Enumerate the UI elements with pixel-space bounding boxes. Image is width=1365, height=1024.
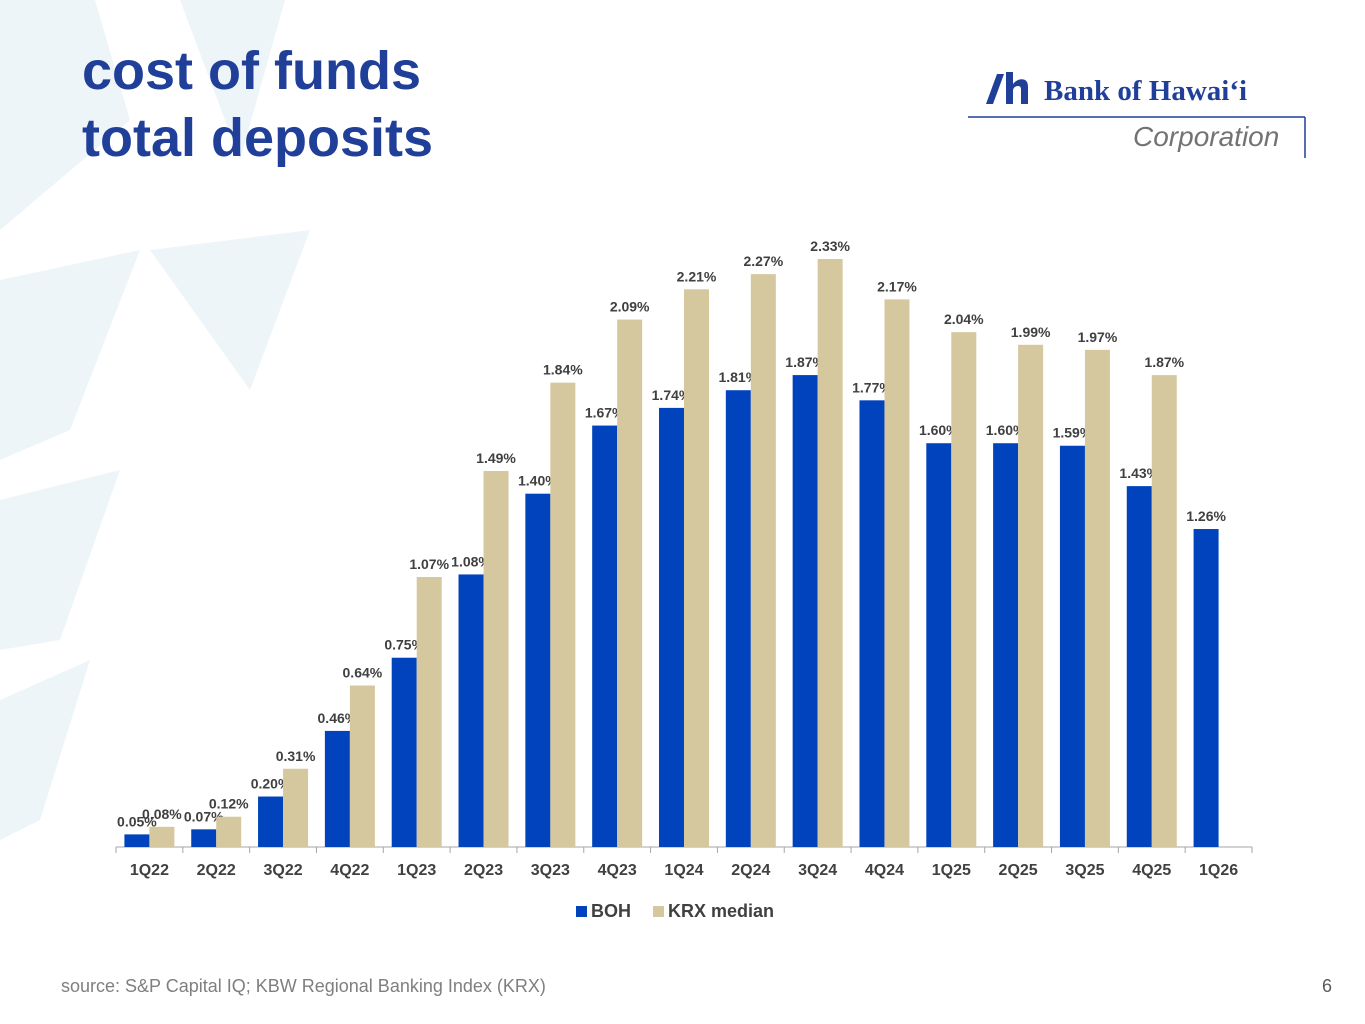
data-label-krx-median: 2.33% xyxy=(810,238,850,254)
data-label-krx-median: 1.07% xyxy=(409,556,449,572)
bar-boh xyxy=(859,400,885,847)
bar-krx-median xyxy=(684,289,709,847)
data-label-boh: 1.81% xyxy=(718,369,758,385)
data-label-boh: 1.43% xyxy=(1119,465,1159,481)
bar-boh xyxy=(1193,529,1219,847)
x-tick-label: 4Q24 xyxy=(865,862,904,879)
data-label-krx-median: 2.09% xyxy=(610,299,650,315)
bar-krx-median xyxy=(349,685,375,847)
legend-swatch-krx-median xyxy=(653,906,664,917)
bar-krx-median xyxy=(750,274,776,848)
source-note: source: S&P Capital IQ; KBW Regional Ban… xyxy=(61,976,546,996)
logo-corporation: Corporation xyxy=(1133,121,1280,152)
data-label-krx-median: 1.49% xyxy=(476,450,516,466)
bar-krx-median xyxy=(617,319,643,847)
data-label-boh: 1.40% xyxy=(518,473,558,489)
data-label-krx-median: 0.08% xyxy=(142,806,182,822)
page-number: 6 xyxy=(1321,976,1332,996)
bar-krx-median xyxy=(149,826,175,847)
bar-boh xyxy=(391,657,417,847)
data-label-krx-median: 2.27% xyxy=(743,253,783,269)
data-label-krx-median: 1.84% xyxy=(543,362,583,378)
data-label-boh: 0.20% xyxy=(251,776,291,792)
data-label-krx-median: 0.12% xyxy=(209,796,249,812)
x-tick-label: 1Q25 xyxy=(932,862,971,879)
bar-krx-median xyxy=(1018,344,1044,847)
data-label-krx-median: 1.87% xyxy=(1144,354,1184,370)
slide-title: cost of funds total deposits xyxy=(82,38,433,172)
legend-swatch-boh xyxy=(576,906,587,917)
data-label-boh: 0.75% xyxy=(384,637,424,653)
logo-bank-name: Bank of Hawaiʻi xyxy=(1044,75,1248,107)
legend-label-krx-median: KRX median xyxy=(668,901,774,921)
data-label-boh: 1.87% xyxy=(785,354,825,370)
bar-krx-median xyxy=(1084,349,1110,847)
x-tick-label: 3Q25 xyxy=(1065,862,1104,879)
legend-label-boh: BOH xyxy=(591,901,631,921)
x-tick-label: 3Q23 xyxy=(531,862,570,879)
data-label-boh: 1.59% xyxy=(1053,425,1093,441)
x-tick-label: 1Q26 xyxy=(1199,862,1238,879)
bar-boh xyxy=(458,574,484,847)
bar-boh xyxy=(659,407,684,847)
data-label-boh: 1.60% xyxy=(986,422,1026,438)
bar-boh xyxy=(124,834,150,847)
x-tick-label: 2Q23 xyxy=(464,862,503,879)
bar-krx-median xyxy=(416,576,442,847)
data-label-krx-median: 2.21% xyxy=(677,268,717,284)
data-label-boh: 1.77% xyxy=(852,379,892,395)
bar-krx-median xyxy=(483,470,509,847)
bar-boh xyxy=(525,493,551,847)
bar-krx-median xyxy=(951,332,977,847)
data-label-krx-median: 1.99% xyxy=(1011,324,1051,340)
bank-logo xyxy=(968,72,1306,158)
bar-krx-median xyxy=(1151,375,1177,847)
data-label-krx-median: 0.31% xyxy=(276,748,316,764)
bar-krx-median xyxy=(817,259,843,847)
data-label-boh: 0.07% xyxy=(184,808,224,824)
bar-boh xyxy=(1126,486,1152,847)
data-label-boh: 0.05% xyxy=(117,813,157,829)
data-label-krx-median: 2.04% xyxy=(944,311,984,327)
data-label-krx-median: 0.64% xyxy=(343,664,383,680)
x-tick-label: 2Q22 xyxy=(197,862,236,879)
x-tick-label: 4Q25 xyxy=(1132,862,1171,879)
title-line-1: cost of funds xyxy=(82,41,421,101)
x-tick-label: 2Q25 xyxy=(999,862,1038,879)
bar-boh xyxy=(926,443,952,847)
bar-boh xyxy=(191,829,217,847)
data-label-boh: 1.74% xyxy=(652,387,692,403)
bar-boh xyxy=(1059,445,1085,847)
data-label-boh: 1.67% xyxy=(585,405,625,421)
bar-boh xyxy=(792,375,818,847)
x-tick-label: 3Q24 xyxy=(798,862,837,879)
bar-krx-median xyxy=(550,382,576,847)
title-line-2: total deposits xyxy=(82,108,434,168)
bar-boh xyxy=(592,425,618,847)
bar-boh xyxy=(725,390,751,847)
bar-boh xyxy=(324,730,350,847)
bar-boh xyxy=(258,796,284,847)
data-label-krx-median: 2.17% xyxy=(877,278,917,294)
bank-logo-mark-icon xyxy=(986,72,1028,104)
data-label-boh: 1.08% xyxy=(451,553,491,569)
data-label-boh: 1.60% xyxy=(919,422,959,438)
x-tick-label: 4Q23 xyxy=(598,862,637,879)
bar-krx-median xyxy=(216,816,242,847)
x-tick-label: 4Q22 xyxy=(330,862,369,879)
x-tick-label: 1Q22 xyxy=(130,862,169,879)
x-tick-label: 2Q24 xyxy=(731,862,770,879)
data-label-krx-median: 1.97% xyxy=(1078,329,1118,345)
bar-boh xyxy=(993,443,1019,847)
x-tick-label: 3Q22 xyxy=(263,862,302,879)
x-tick-label: 1Q23 xyxy=(397,862,436,879)
x-tick-label: 1Q24 xyxy=(664,862,703,879)
bar-krx-median xyxy=(283,768,309,847)
data-label-boh: 0.46% xyxy=(318,710,358,726)
bar-krx-median xyxy=(884,299,910,847)
data-label-boh: 1.26% xyxy=(1186,508,1226,524)
